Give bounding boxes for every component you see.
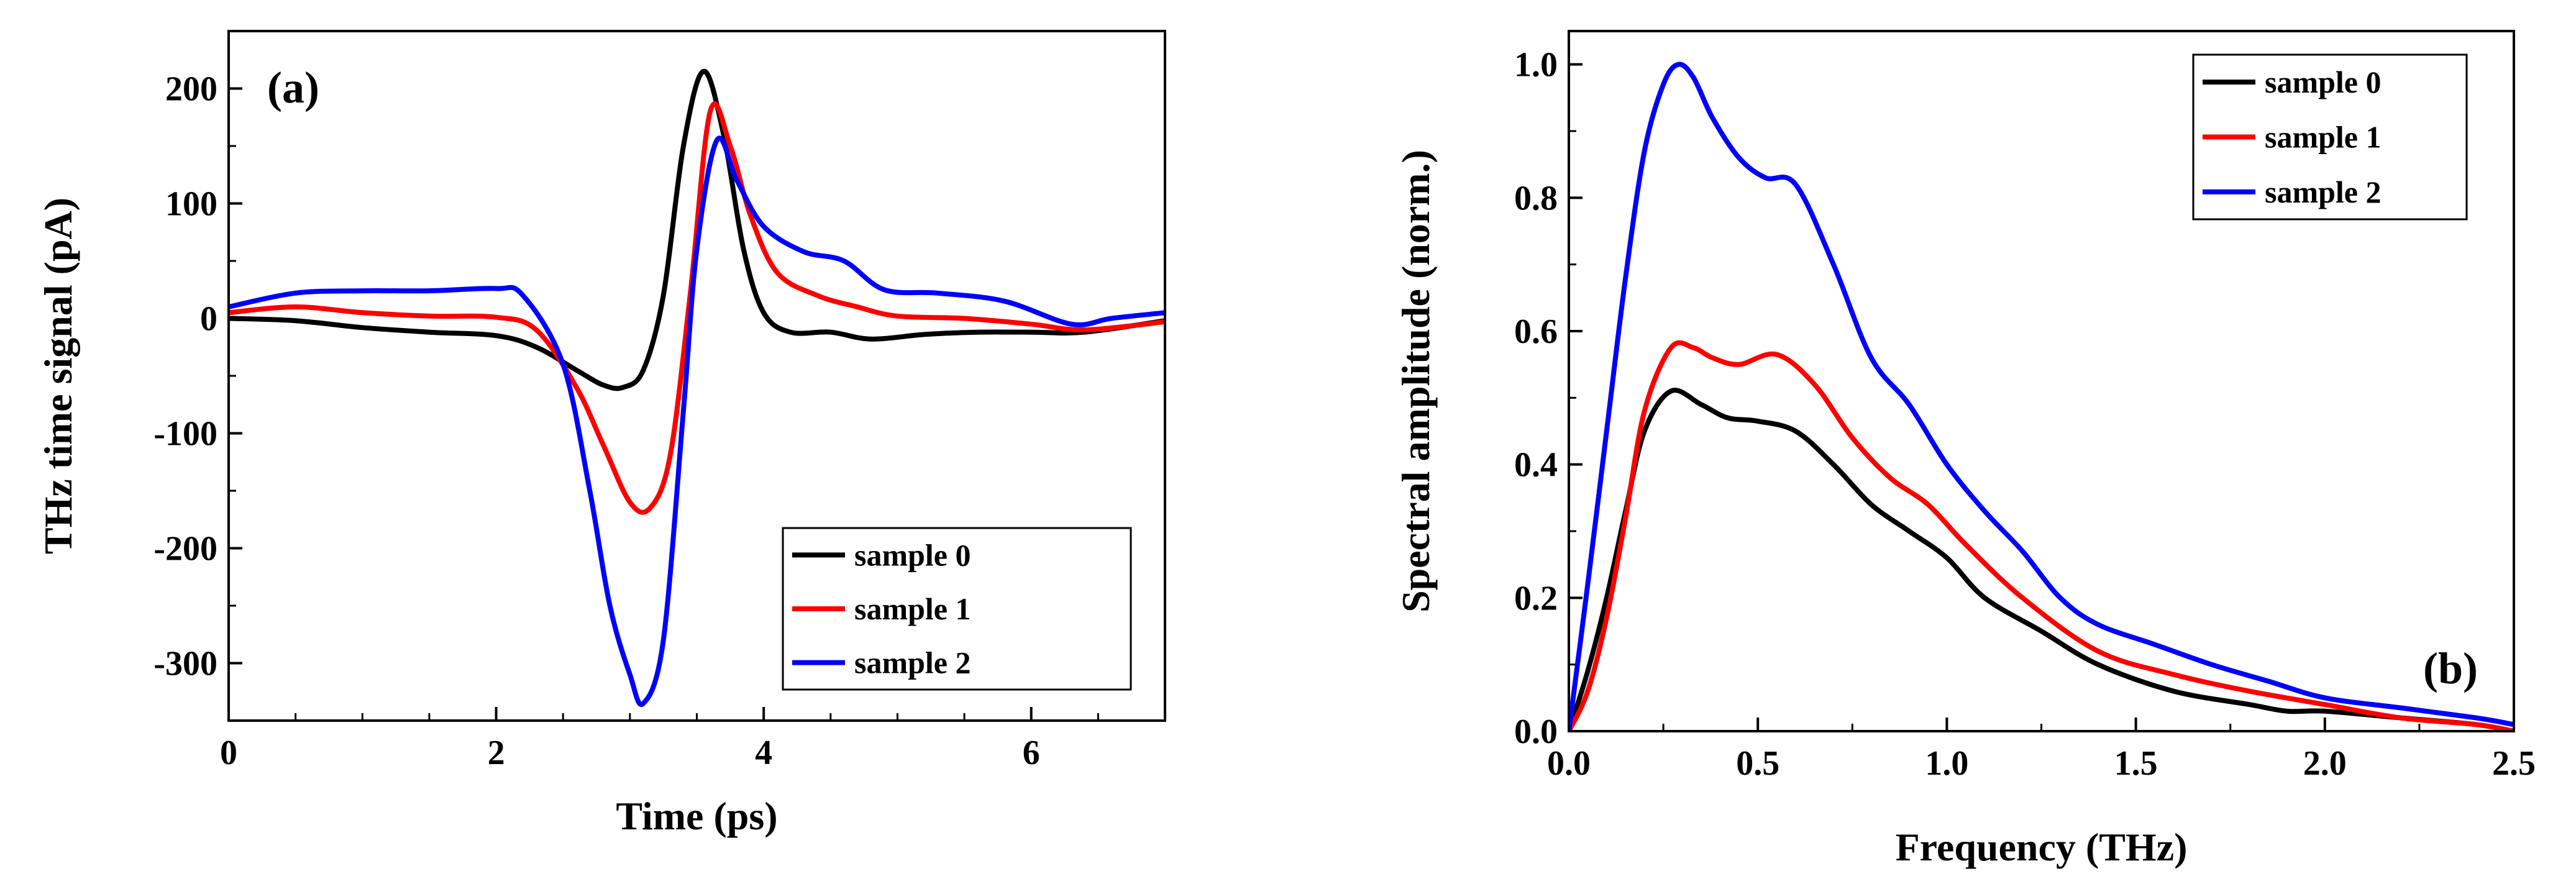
- x-tick-label: 6: [1023, 734, 1040, 772]
- x-tick-label: 1.5: [2114, 744, 2158, 783]
- x-tick-label: 2: [488, 734, 505, 772]
- panel-b-legend-label-sample-1: sample 1: [2265, 120, 2382, 155]
- panel-a-series: [229, 68, 1165, 707]
- panel-a-legend: sample 0 sample 1 sample 2: [782, 527, 1132, 691]
- y-tick-label: -100: [153, 415, 217, 453]
- y-tick-label: 0: [200, 300, 217, 339]
- y-tick-label: 0.4: [1514, 446, 1558, 485]
- panel-a-legend-label-sample-2: sample 2: [854, 645, 971, 680]
- x-tick-label: 0.5: [1736, 744, 1779, 783]
- x-tick-label: 2.0: [2303, 744, 2347, 783]
- panel-a-legend-label-sample-0: sample 0: [854, 537, 971, 572]
- x-tick-label: 4: [755, 734, 772, 772]
- y-tick-label: 0.8: [1514, 179, 1558, 217]
- y-tick-label: 0.2: [1514, 579, 1558, 617]
- y-tick-label: -300: [153, 645, 217, 683]
- series-line-sample-1: [1569, 340, 2514, 731]
- panel-a-y-axis-title: THz time signal (pA): [36, 198, 80, 554]
- y-tick-label: -200: [153, 530, 217, 568]
- x-tick-label: 2.5: [2492, 744, 2536, 783]
- panel-b-plot-frame: [1568, 30, 2515, 732]
- panel-b-legend-label-sample-2: sample 2: [2265, 175, 2382, 209]
- x-tick-label: 1.0: [1925, 744, 1968, 783]
- x-tick-label: 0.0: [1547, 744, 1591, 783]
- series-line-sample-0: [229, 68, 1165, 391]
- panel-b-legend-label-sample-0: sample 0: [2265, 65, 2382, 99]
- panel-b-label: (b): [2423, 644, 2478, 693]
- panel-b-series: [1569, 62, 2514, 731]
- panel-b-x-axis-title: Frequency (THz): [1896, 825, 2188, 869]
- panel-a-time-signal: 0 2 4 6 -300 -200 -100 0 100 200 (a) Time (ps) TH…: [36, 30, 1166, 838]
- panel-b-y-axis-title: Spectral amplitude (norm.): [1394, 150, 1438, 613]
- panel-a-plot-frame: [227, 30, 1166, 722]
- panel-b-ticks: 0.0 0.5 1.0 1.5 2.0 2.5 0.0 0.2 0.4 0.6 0.8 1.0: [1514, 46, 2536, 783]
- y-tick-label: 100: [165, 185, 217, 224]
- x-tick-label: 0: [220, 734, 237, 772]
- series-line-sample-2: [1569, 62, 2514, 731]
- panel-b-spectrum: 0.0 0.5 1.0 1.5 2.0 2.5 0.0 0.2 0.4 0.6 0.8 1.0 (b)…: [1394, 30, 2536, 869]
- series-line-sample-0: [1569, 388, 2514, 731]
- y-tick-label: 0.6: [1514, 312, 1558, 351]
- y-tick-label: 1.0: [1514, 46, 1558, 84]
- series-line-sample-2: [229, 135, 1165, 707]
- panel-a-label: (a): [267, 63, 319, 112]
- panel-a-legend-label-sample-1: sample 1: [854, 591, 971, 626]
- y-tick-label: 0.0: [1514, 713, 1558, 751]
- y-tick-label: 200: [165, 70, 217, 109]
- panel-a-x-axis-title: Time (ps): [616, 794, 777, 838]
- panel-b-legend: sample 0 sample 1 sample 2: [2192, 53, 2468, 221]
